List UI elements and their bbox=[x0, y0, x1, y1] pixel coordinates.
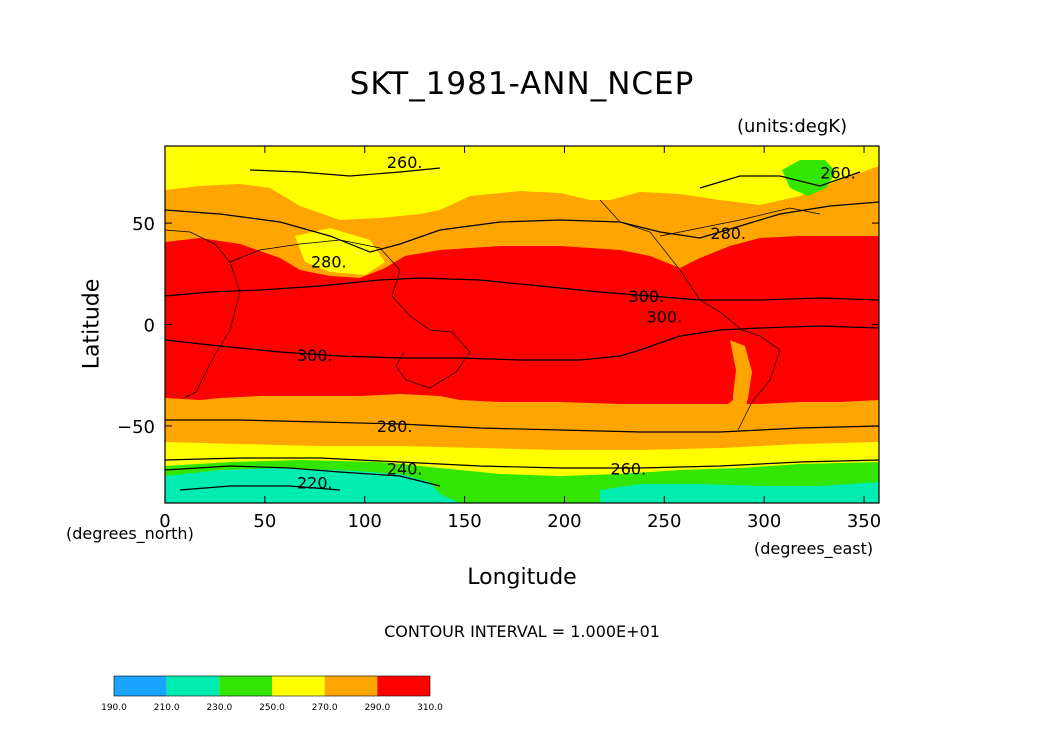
band-270-290-andes bbox=[730, 340, 752, 425]
y-tick-label: 50 bbox=[132, 214, 155, 235]
colorbar-label: 210.0 bbox=[154, 703, 180, 713]
contour-label: 220. bbox=[297, 474, 333, 493]
contour-line-300-south bbox=[165, 325, 879, 361]
band-210-230-antarctic bbox=[165, 468, 460, 503]
contour-line-240-south bbox=[165, 465, 441, 487]
x-tick-label: 350 bbox=[847, 511, 881, 532]
contour-label: 260. bbox=[611, 460, 647, 479]
contour-label: 280. bbox=[710, 224, 746, 243]
x-tick-label: 50 bbox=[253, 511, 276, 532]
colorbar-label: 250.0 bbox=[259, 703, 285, 713]
band-210-230-wedge bbox=[600, 482, 879, 503]
contour-interval-text: CONTOUR INTERVAL = 1.000E+01 bbox=[384, 622, 660, 641]
units-label: (units:degK) bbox=[737, 116, 848, 137]
colorbar-label: 290.0 bbox=[364, 703, 390, 713]
x-tick-label: 150 bbox=[447, 511, 481, 532]
band-230-250-greenland bbox=[782, 160, 836, 196]
x-unit-label: (degrees_east) bbox=[754, 539, 874, 558]
x-tick-label: 0 bbox=[159, 511, 170, 532]
contour-line-300-north bbox=[165, 277, 879, 301]
colorbar-swatch bbox=[377, 676, 430, 696]
contour-label: 260. bbox=[820, 163, 856, 182]
colorbar-swatch bbox=[324, 676, 378, 696]
contour-labels: 260.260.280.280.300.300.300.280.240.220.… bbox=[297, 153, 856, 493]
band-250-270-asia bbox=[295, 228, 385, 275]
x-axis-ticks: 0 50 100 150 200 250 300 350 bbox=[159, 146, 881, 532]
x-tick-label: 100 bbox=[348, 511, 382, 532]
colorbar-label: 270.0 bbox=[312, 703, 338, 713]
x-tick-label: 250 bbox=[647, 511, 681, 532]
contour-label: 280. bbox=[377, 417, 413, 436]
x-tick-label: 200 bbox=[547, 511, 581, 532]
colorbar-label: 230.0 bbox=[206, 703, 232, 713]
colorbar-frame bbox=[113, 675, 431, 697]
colorbar-swatch bbox=[272, 676, 325, 696]
colorbar-swatch bbox=[219, 676, 272, 696]
colorbar-swatch bbox=[114, 676, 167, 696]
coastline-outline bbox=[165, 199, 821, 431]
colorbar-label: 310.0 bbox=[417, 703, 443, 713]
band-250-270-north bbox=[165, 146, 879, 220]
y-tick-label: 0 bbox=[144, 316, 155, 337]
contour-label: 260. bbox=[387, 153, 423, 172]
contour-label: 280. bbox=[311, 253, 347, 272]
contour-label: 300. bbox=[629, 287, 665, 306]
contour-label: 300. bbox=[297, 346, 333, 365]
colorbar-swatch bbox=[166, 676, 220, 696]
contour-line-260-north bbox=[249, 167, 861, 189]
y-unit-label: (degrees_north) bbox=[66, 524, 194, 543]
contour-label: 240. bbox=[387, 460, 423, 479]
x-tick-label: 300 bbox=[747, 511, 781, 532]
temperature-field bbox=[165, 146, 879, 503]
contour-line-280-north bbox=[165, 201, 879, 253]
y-axis-ticks: −50 0 50 bbox=[117, 214, 879, 438]
chart-title: SKT_1981-ANN_NCEP bbox=[349, 66, 695, 102]
contour-line-280-south bbox=[165, 419, 879, 433]
colorbar-label: 190.0 bbox=[101, 703, 127, 713]
colorbar: 190.0 210.0 230.0 250.0 270.0 290.0 310.0 bbox=[101, 675, 443, 713]
band-290-310-tropics bbox=[165, 236, 879, 404]
x-axis-label: Longitude bbox=[467, 565, 577, 590]
contour-line-220-south bbox=[179, 485, 341, 491]
contour-line-260-south bbox=[165, 457, 879, 469]
contour-label: 300. bbox=[646, 307, 682, 326]
y-tick-label: −50 bbox=[117, 417, 155, 438]
